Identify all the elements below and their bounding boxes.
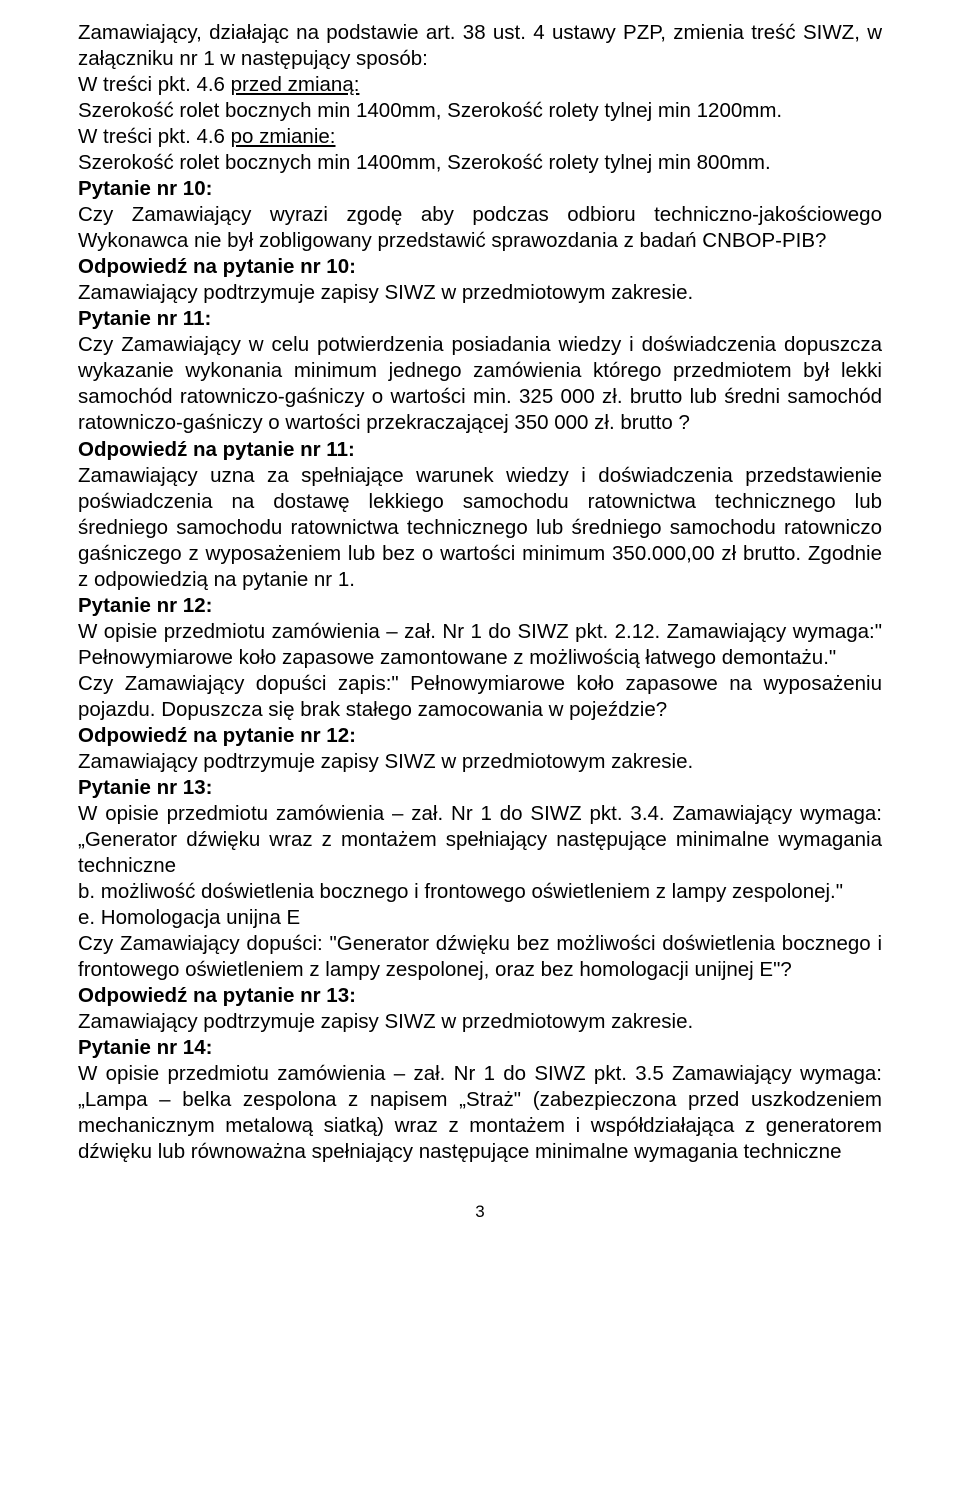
- question-12-text-1: W opisie przedmiotu zamówienia – zał. Nr…: [78, 619, 882, 671]
- answer-11-text: Zamawiający uzna za spełniające warunek …: [78, 463, 882, 593]
- question-14-text: W opisie przedmiotu zamówienia – zał. Nr…: [78, 1061, 882, 1165]
- question-13-label: Pytanie nr 13:: [78, 775, 882, 801]
- answer-12-text: Zamawiający podtrzymuje zapisy SIWZ w pr…: [78, 749, 882, 775]
- before-change-text: Szerokość rolet bocznych min 1400mm, Sze…: [78, 98, 882, 124]
- question-13-text-4: Czy Zamawiający dopuści: "Generator dźwi…: [78, 931, 882, 983]
- intro-paragraph: Zamawiający, działając na podstawie art.…: [78, 20, 882, 72]
- question-13-text-3: e. Homologacja unijna E: [78, 905, 882, 931]
- question-13-text-1: W opisie przedmiotu zamówienia – zał. Nr…: [78, 801, 882, 879]
- question-11-text: Czy Zamawiający w celu potwierdzenia pos…: [78, 332, 882, 436]
- question-12-label: Pytanie nr 12:: [78, 593, 882, 619]
- before-change-line: W treści pkt. 4.6 przed zmianą:: [78, 72, 882, 98]
- after-change-label: po zmianie:: [231, 125, 336, 148]
- question-10-text: Czy Zamawiający wyrazi zgodę aby podczas…: [78, 202, 882, 254]
- document-page: Zamawiający, działając na podstawie art.…: [0, 0, 960, 1263]
- answer-11-label: Odpowiedź na pytanie nr 11:: [78, 437, 882, 463]
- answer-12-label: Odpowiedź na pytanie nr 12:: [78, 723, 882, 749]
- answer-13-label: Odpowiedź na pytanie nr 13:: [78, 983, 882, 1009]
- after-change-prefix: W treści pkt. 4.6: [78, 125, 231, 148]
- before-change-prefix: W treści pkt. 4.6: [78, 73, 231, 96]
- answer-10-text: Zamawiający podtrzymuje zapisy SIWZ w pr…: [78, 280, 882, 306]
- after-change-line: W treści pkt. 4.6 po zmianie:: [78, 124, 882, 150]
- question-14-label: Pytanie nr 14:: [78, 1035, 882, 1061]
- before-change-label: przed zmianą:: [231, 73, 360, 96]
- after-change-text: Szerokość rolet bocznych min 1400mm, Sze…: [78, 150, 882, 176]
- answer-13-text: Zamawiający podtrzymuje zapisy SIWZ w pr…: [78, 1009, 882, 1035]
- answer-10-label: Odpowiedź na pytanie nr 10:: [78, 254, 882, 280]
- page-number: 3: [78, 1201, 882, 1223]
- question-12-text-2: Czy Zamawiający dopuści zapis:" Pełnowym…: [78, 671, 882, 723]
- question-10-label: Pytanie nr 10:: [78, 176, 882, 202]
- question-13-text-2: b. możliwość doświetlenia bocznego i fro…: [78, 879, 882, 905]
- question-11-label: Pytanie nr 11:: [78, 306, 882, 332]
